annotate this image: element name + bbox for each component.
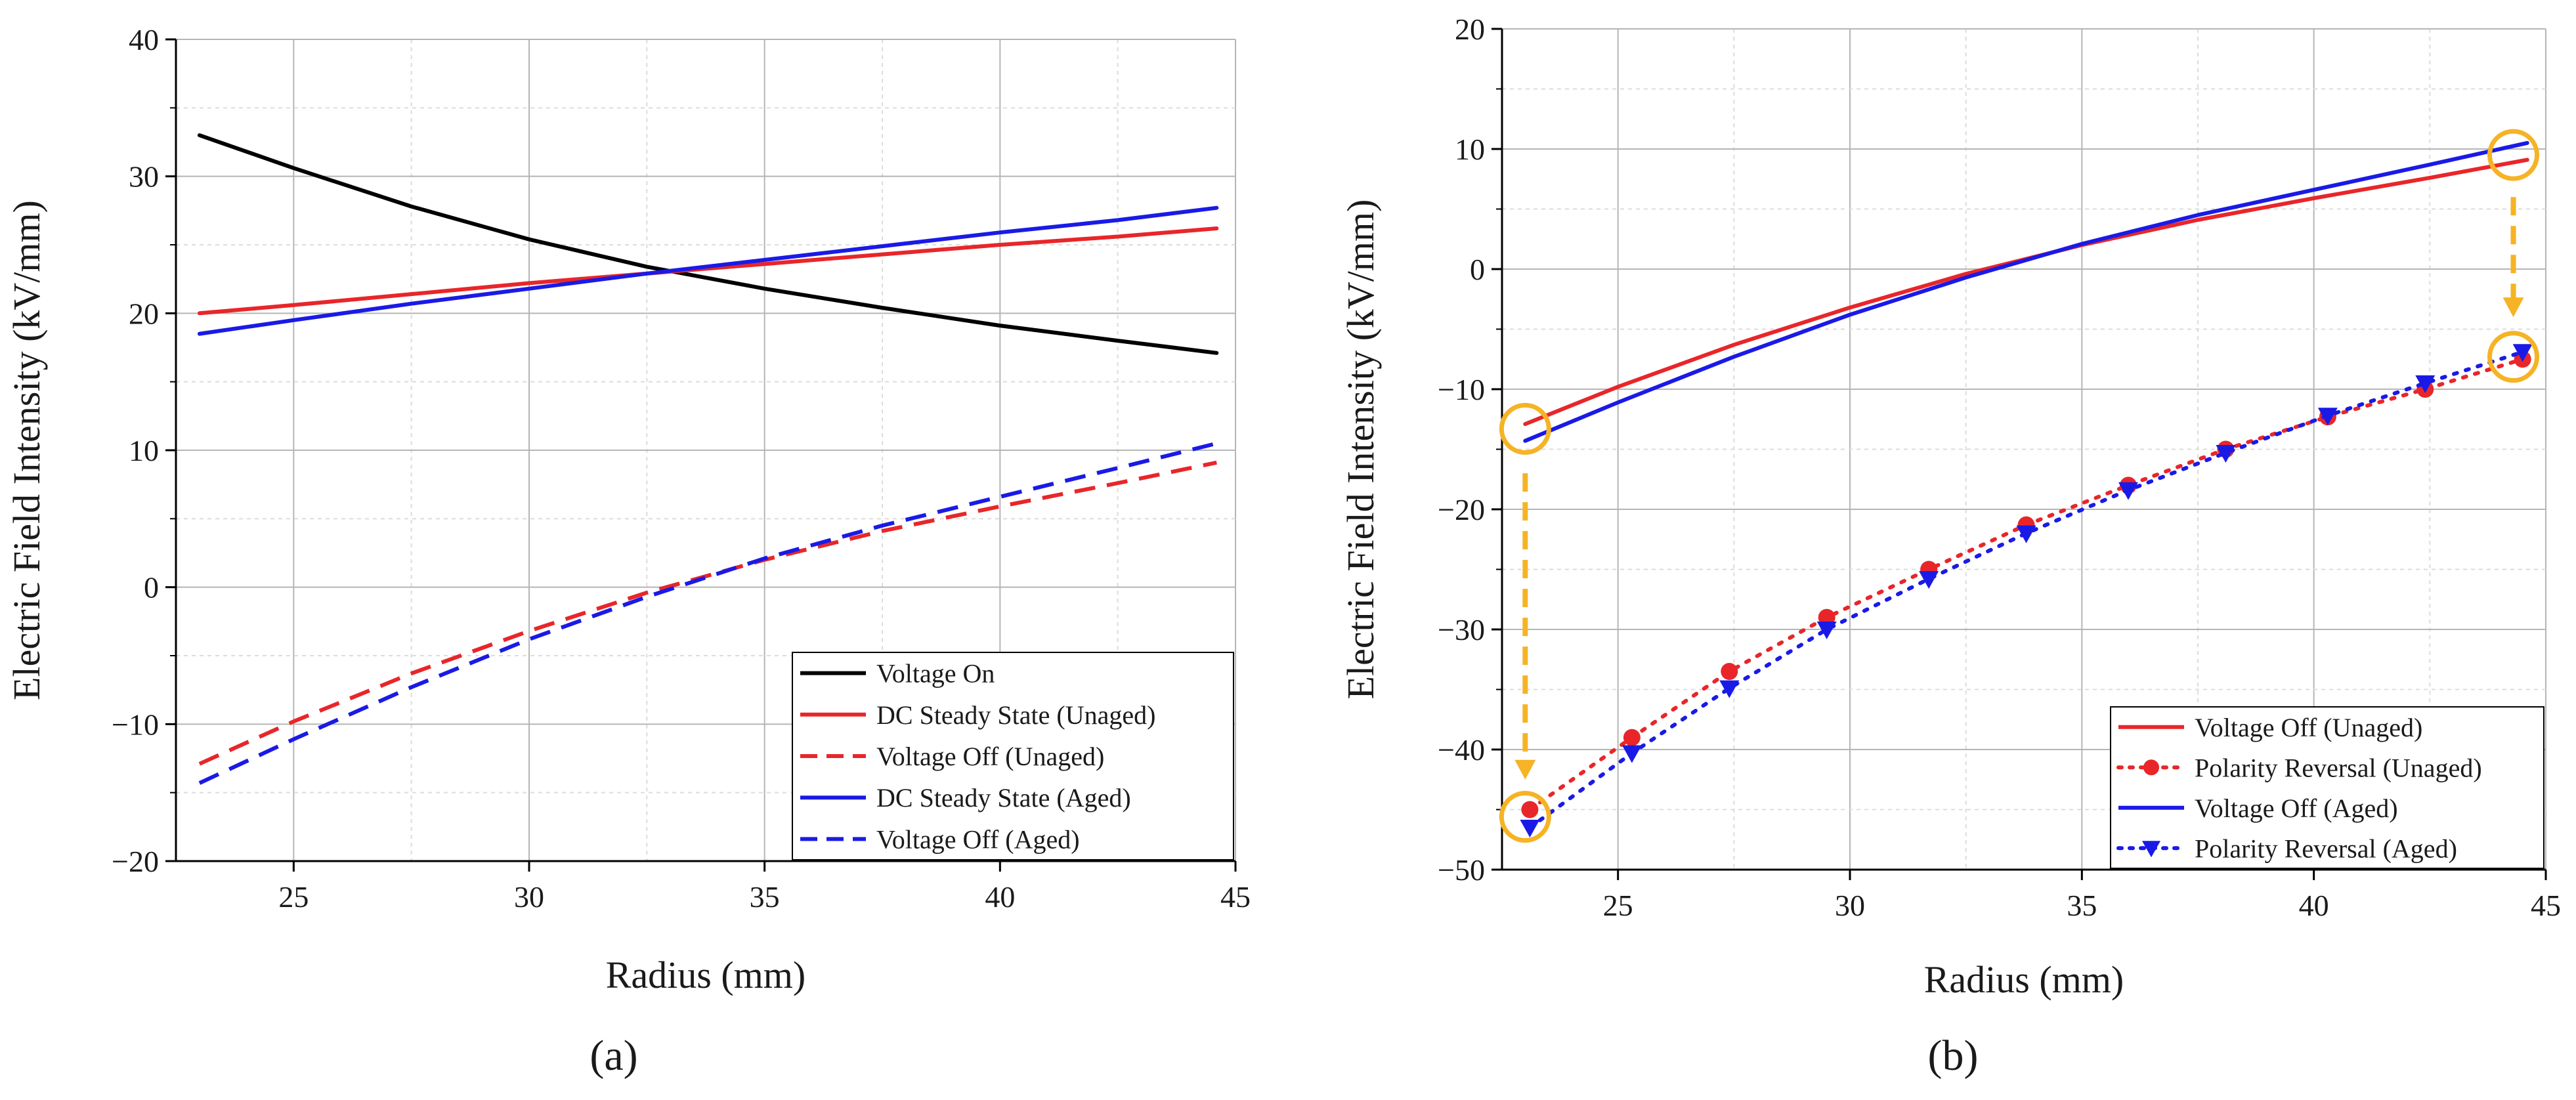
y-tick-label: 30 <box>129 160 159 194</box>
data-point-triangle <box>2016 525 2036 543</box>
legend-marker-triangle <box>2142 841 2160 858</box>
y-tick-label: −10 <box>1438 373 1485 406</box>
series-line-3 <box>197 205 1219 336</box>
x-tick-label: 30 <box>1835 889 1865 922</box>
x-axis-title: Radius (mm) <box>606 954 805 996</box>
y-tick-label: 40 <box>129 23 159 56</box>
annotation-circle <box>2487 129 2540 181</box>
legend-box <box>2110 706 2544 869</box>
x-tick-label: 40 <box>2299 889 2329 922</box>
data-point-triangle <box>1816 622 1837 639</box>
legend-label-1: Polarity Reversal (Unaged) <box>2195 753 2482 782</box>
data-point-circle <box>1721 663 1738 681</box>
y-tick-label: 0 <box>144 571 159 604</box>
data-point-circle <box>1521 801 1539 818</box>
legend-label-4: Voltage Off (Aged) <box>876 824 1080 854</box>
legend-marker-circle <box>2143 759 2159 776</box>
annotation-circle <box>1499 402 1551 455</box>
data-point-triangle <box>2216 444 2236 463</box>
y-tick-label: −10 <box>112 708 159 741</box>
x-tick-label: 35 <box>2067 889 2097 922</box>
y-tick-label: −20 <box>112 845 159 878</box>
legend-label-2: Voltage Off (Aged) <box>2195 793 2398 823</box>
series-line-0 <box>1523 158 2529 427</box>
x-tick-label: 40 <box>985 880 1015 914</box>
annotation-arrow-head <box>2502 297 2524 318</box>
data-point-circle <box>1623 729 1641 746</box>
series-line-0 <box>197 133 1219 355</box>
x-tick-label: 35 <box>750 880 780 914</box>
data-point-triangle <box>2415 375 2436 393</box>
annotation-arrow-head <box>1514 759 1536 780</box>
y-tick-label: 0 <box>1470 253 1485 286</box>
x-tick-label: 30 <box>514 880 544 914</box>
data-point-triangle <box>2317 408 2338 426</box>
data-point-triangle <box>1520 819 1540 837</box>
data-point-triangle <box>2118 482 2138 500</box>
x-tick-label: 45 <box>1220 880 1251 914</box>
series-line-4 <box>198 441 1218 785</box>
data-point-triangle <box>1719 680 1740 698</box>
annotation-circle <box>2487 331 2540 383</box>
x-tick-label: 25 <box>1603 889 1633 922</box>
series-line-2 <box>198 460 1217 766</box>
legend-label-3: Polarity Reversal (Aged) <box>2195 834 2457 863</box>
y-tick-label: 20 <box>1455 12 1485 46</box>
panel-label: (b) <box>1928 1032 1979 1080</box>
series-line-2 <box>1523 140 2529 443</box>
legend-label-0: Voltage Off (Unaged) <box>2195 713 2422 742</box>
data-point-triangle <box>1621 745 1642 763</box>
y-tick-label: −40 <box>1438 733 1485 767</box>
y-tick-label: 20 <box>129 297 159 330</box>
data-point-triangle <box>1919 571 1939 589</box>
x-tick-label: 25 <box>278 880 309 914</box>
y-tick-label: −30 <box>1438 613 1485 646</box>
chart-a: 25 30 35 40 45 −20 −10 0 10 20 30 40 Radius (mm) Elec… <box>5 23 1251 1080</box>
legend-label-1: DC Steady State (Unaged) <box>876 700 1155 730</box>
panel-label: (a) <box>590 1032 637 1080</box>
legend-label-2: Voltage Off (Unaged) <box>876 742 1104 771</box>
legend-label-3: DC Steady State (Aged) <box>876 783 1131 813</box>
x-tick-label: 45 <box>2531 889 2561 922</box>
y-tick-label: 10 <box>129 434 159 467</box>
x-axis-title: Radius (mm) <box>1924 958 2124 1001</box>
y-tick-label: −20 <box>1438 493 1485 526</box>
y-tick-label: −50 <box>1438 853 1485 887</box>
annotation-circle <box>1499 790 1551 843</box>
chart-b: 25 30 35 40 45 −50 −40 −30 −20 −10 0 10 20 Radius (mm… <box>1339 12 2561 1080</box>
y-axis-title: Electric Field Intensity (kV/mm) <box>5 200 48 700</box>
y-axis-title: Electric Field Intensity (kV/mm) <box>1339 200 1382 700</box>
legend-label-0: Voltage On <box>876 659 995 688</box>
y-tick-label: 10 <box>1455 133 1485 166</box>
data-point-triangle <box>2512 344 2533 362</box>
series-line-1 <box>197 226 1219 316</box>
